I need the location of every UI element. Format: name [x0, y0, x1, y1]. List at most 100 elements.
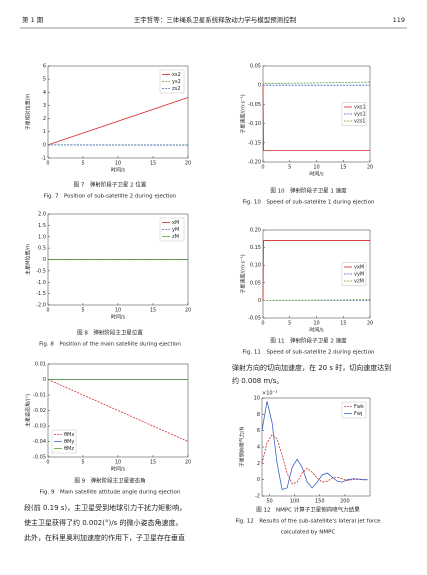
- paragraph-line: 此外，在科里奥利加速度的作用下，子卫星存在垂直: [24, 533, 185, 542]
- y-tick-label: -1.5: [36, 291, 46, 297]
- x-tick-label: 5: [288, 321, 291, 327]
- legend-label: vzs1: [354, 119, 365, 125]
- caption: Fig. 10 Speed of sub-satellite 1 during …: [243, 200, 375, 206]
- series-line: [262, 81, 371, 86]
- paragraph-line: 约 0.008 m/s。: [232, 376, 283, 385]
- y-tick-label: -0.5: [36, 268, 46, 274]
- caption: Fig. 12 Results of the sub-satellite's l…: [235, 519, 381, 525]
- page-number: 119: [393, 16, 405, 24]
- legend-label: vxM: [354, 265, 364, 271]
- y-tick-label: 2.0: [38, 212, 46, 218]
- x-axis-label: 时间/s: [309, 171, 324, 178]
- x-tick-label: 15: [340, 321, 346, 327]
- x-tick-label: 20: [185, 460, 191, 466]
- x-tick-label: 10: [313, 165, 319, 171]
- caption: 图 7 弹射阶段子卫星 2 位置: [74, 181, 147, 189]
- legend-label: xM: [172, 220, 179, 226]
- y-tick-label: 1.5: [38, 223, 46, 229]
- series-line: [261, 434, 368, 485]
- x-tick-label: 5: [81, 161, 84, 167]
- y-tick-label: 0: [43, 142, 46, 148]
- y-tick-label: 0.05: [250, 64, 261, 70]
- x-tick-label: 0: [261, 321, 264, 327]
- y-tick-label: 4: [43, 90, 46, 96]
- y-axis-label: 子星速度/(m·s⁻¹): [240, 254, 247, 293]
- caption: Fig. 11 Speed of sub-satellite 2 during …: [243, 350, 375, 356]
- y-axis-label: 子星相对位置/m: [25, 94, 32, 131]
- y-tick-label: -2.0: [36, 303, 46, 309]
- legend-box: [51, 429, 77, 454]
- y-axis-label: 主星M位置/m: [25, 244, 32, 275]
- series-line: [263, 299, 371, 301]
- caption: Fig. 9 Main satellite attitude angle dur…: [40, 490, 181, 496]
- series-line: [262, 240, 370, 301]
- x-tick-label: 10: [115, 308, 121, 314]
- x-tick-label: 0: [46, 460, 49, 466]
- legend-box: [341, 401, 367, 419]
- y-tick-label: 2: [43, 116, 46, 122]
- legend-label: zM: [172, 234, 179, 240]
- legend-box: [341, 102, 367, 126]
- legend-label: zs2: [172, 86, 180, 92]
- x-tick-label: 15: [150, 460, 156, 466]
- caption: 图 12 NMPC 计算子卫星侧向喷气力结果: [256, 506, 360, 514]
- series-line: [261, 401, 368, 490]
- series-line: [262, 85, 370, 151]
- y-multiplier: ×10⁻³: [262, 391, 277, 397]
- y-tick-label: 0: [43, 257, 46, 263]
- x-axis-label: 时间/s: [111, 466, 126, 473]
- y-tick-label: 6: [43, 64, 46, 70]
- caption: 图 8 弹射阶段主卫星位置: [77, 329, 143, 337]
- y-tick-label: -0.01: [33, 393, 46, 399]
- y-tick-label: -0.03: [33, 424, 46, 430]
- caption: 图 11 弹射阶段子卫星 2 速度: [270, 337, 347, 345]
- y-tick-label: 0.05: [250, 280, 261, 286]
- x-axis-label: 时间/s: [309, 327, 324, 334]
- y-tick-label: 0: [258, 298, 261, 304]
- x-axis-label: 时间/s: [111, 167, 126, 174]
- y-axis-label: 主星姿态角/(°): [25, 394, 32, 427]
- y-tick-label: 0.01: [35, 362, 46, 368]
- y-tick-label: -0.05: [33, 455, 46, 461]
- x-tick-label: 20: [367, 165, 373, 171]
- legend-label: vxs1: [354, 105, 366, 111]
- x-tick-label: 10: [115, 460, 121, 466]
- y-tick-label: 0: [43, 377, 46, 383]
- y-tick-label: 0.5: [38, 246, 46, 252]
- paragraph-line: 弹射方向的切向加速度，在 20 s 时，切向速度达到: [232, 363, 391, 372]
- x-tick-label: 5: [81, 460, 84, 466]
- y-tick-label: 0.10: [250, 263, 261, 269]
- x-tick-label: 15: [150, 308, 156, 314]
- y-tick-label: 8: [257, 412, 260, 418]
- x-tick-label: 5: [81, 308, 84, 314]
- x-tick-label: 0: [261, 165, 264, 171]
- paragraph-line: 使主卫星获得了约 0.002(°)/s 的微小姿态角速度。: [24, 518, 182, 527]
- series-line: [47, 97, 189, 146]
- legend-label: ys2: [172, 79, 181, 85]
- x-tick-label: 10: [313, 321, 319, 327]
- caption: 图 10 弹射阶段子卫星 1 速度: [270, 187, 347, 195]
- x-tick-label: 20: [367, 321, 373, 327]
- caption: 图 9 弹射阶段主卫星姿态角: [74, 477, 145, 485]
- y-tick-label: -0.15: [248, 140, 261, 146]
- caption: Fig. 7 Position of sub-satellite 2 durin…: [44, 194, 177, 200]
- y-tick-label: -1.0: [36, 280, 46, 286]
- x-tick-label: 10: [115, 161, 121, 167]
- y-tick-label: 0: [257, 477, 260, 483]
- y-tick-label: 1: [43, 129, 46, 135]
- y-tick-label: 0.15: [250, 245, 261, 251]
- x-tick-label: 20: [185, 161, 191, 167]
- caption: Fig. 8 Position of the main satellite du…: [39, 342, 181, 348]
- y-tick-label: 0.20: [250, 228, 261, 234]
- legend-label: yM: [172, 227, 179, 233]
- y-tick-label: 4: [257, 445, 260, 451]
- legend-box: [341, 262, 367, 286]
- x-tick-label: 150: [315, 499, 325, 505]
- y-tick-label: 10: [254, 396, 260, 402]
- x-tick-label: 50: [266, 499, 272, 505]
- y-tick-label: -0.20: [248, 160, 261, 166]
- x-tick-label: 15: [340, 165, 346, 171]
- y-tick-label: -0.05: [248, 316, 261, 322]
- legend-label: Fwj: [354, 411, 362, 417]
- legend-label: θMz: [64, 446, 74, 452]
